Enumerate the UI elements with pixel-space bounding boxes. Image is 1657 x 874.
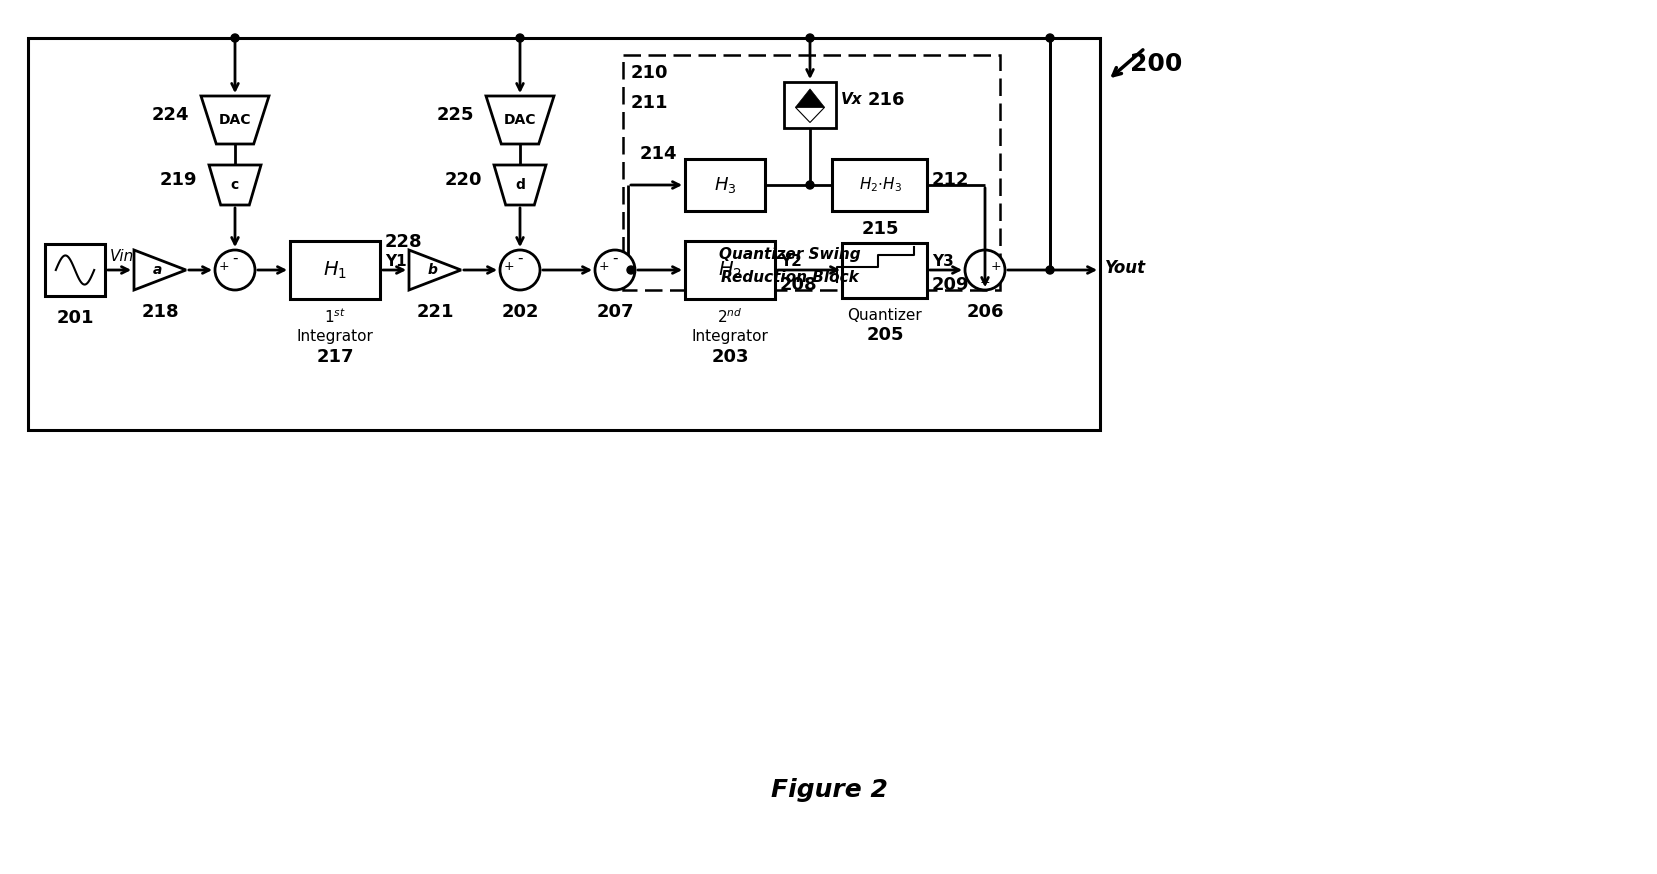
Text: DAC: DAC [504,113,535,127]
Text: a: a [152,263,162,277]
Polygon shape [200,96,268,144]
Text: 200: 200 [1130,52,1181,76]
Text: 208: 208 [779,276,817,294]
Text: Y3: Y3 [931,254,953,269]
Text: 207: 207 [597,303,633,321]
Text: 202: 202 [500,303,539,321]
Text: 217: 217 [316,348,353,366]
Text: b: b [428,263,437,277]
Text: Integrator: Integrator [691,329,767,344]
Polygon shape [795,89,824,108]
Text: 212: 212 [931,171,969,189]
Polygon shape [134,250,186,290]
Circle shape [1046,266,1054,274]
Text: Vx: Vx [840,93,862,108]
Circle shape [230,34,239,42]
Text: 205: 205 [865,326,903,344]
Text: Quantizer: Quantizer [847,308,921,323]
Text: $H_2$: $H_2$ [717,260,742,281]
Bar [623,55,999,290]
Text: +: + [504,260,514,273]
Text: $H_2$$\cdot$$H_3$: $H_2$$\cdot$$H_3$ [858,176,901,194]
Text: Quantizer Swing: Quantizer Swing [719,247,860,262]
Polygon shape [486,96,553,144]
Bar [45,244,104,296]
Text: 209: 209 [931,276,969,294]
Circle shape [500,250,540,290]
Text: Vin: Vin [109,249,134,264]
Text: 228: 228 [384,233,423,251]
Circle shape [595,250,635,290]
Text: 201: 201 [56,309,94,327]
Text: 215: 215 [860,220,898,238]
Text: 219: 219 [159,171,197,189]
Bar [684,159,764,211]
Polygon shape [209,165,260,205]
Text: 220: 220 [444,171,482,189]
Circle shape [805,34,814,42]
Polygon shape [795,108,824,122]
Text: Figure 2: Figure 2 [771,778,886,802]
Text: DAC: DAC [219,113,252,127]
Text: Y1: Y1 [384,254,406,269]
Text: 214: 214 [640,145,676,163]
Text: 206: 206 [966,303,1002,321]
Bar [832,159,926,211]
Circle shape [215,250,255,290]
Text: 216: 216 [868,91,905,109]
Bar [784,82,835,128]
Circle shape [805,181,814,189]
Text: 210: 210 [631,64,668,82]
Text: 1$^{st}$: 1$^{st}$ [323,308,346,326]
Circle shape [515,34,524,42]
Circle shape [626,266,635,274]
Circle shape [1046,34,1054,42]
Text: 224: 224 [151,106,189,124]
Text: 203: 203 [711,348,749,366]
Text: 2$^{nd}$: 2$^{nd}$ [717,308,742,326]
Text: $H_1$: $H_1$ [323,260,346,281]
Polygon shape [494,165,545,205]
Text: Integrator: Integrator [297,329,373,344]
Text: $H_3$: $H_3$ [713,175,736,195]
Text: -: - [611,251,618,266]
Text: 221: 221 [416,303,454,321]
Text: -: - [517,251,522,266]
Text: 225: 225 [436,106,474,124]
Text: +: + [598,260,608,273]
Text: +: + [219,260,229,273]
Text: Reduction Block: Reduction Block [721,269,858,285]
Text: -: - [232,251,237,266]
Text: Y2: Y2 [779,254,802,269]
Bar [842,242,926,297]
Text: Yout: Yout [1104,259,1145,277]
Text: +: + [991,260,1001,273]
Bar [684,241,774,299]
Bar [28,38,1099,430]
Polygon shape [409,250,461,290]
Circle shape [964,250,1004,290]
Bar [290,241,379,299]
Text: c: c [230,178,239,192]
Text: +: + [979,275,989,288]
Text: d: d [515,178,525,192]
Text: 218: 218 [141,303,179,321]
Text: 211: 211 [631,94,668,112]
